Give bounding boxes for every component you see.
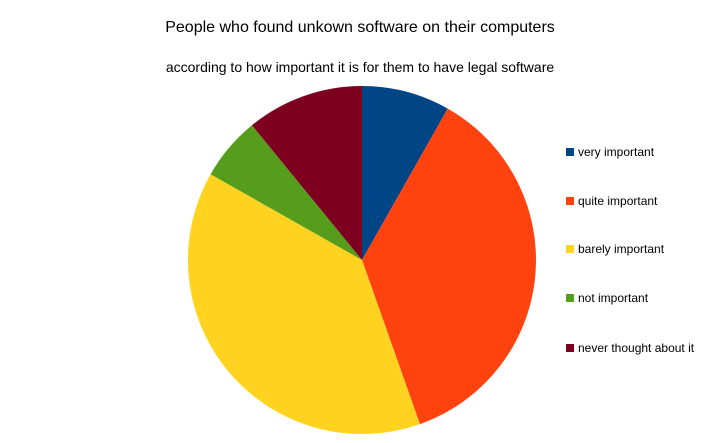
legend-label: not important [578, 291, 649, 305]
legend-label: quite important [578, 194, 658, 208]
legend-swatch [566, 344, 574, 352]
legend-item-quite-important: quite important [566, 192, 657, 210]
legend-label: very important [578, 145, 655, 159]
chart-title: People who found unkown software on thei… [165, 19, 555, 36]
legend-item-not-important: not important [566, 289, 648, 307]
legend-item-very-important: very important [566, 143, 654, 161]
legend-swatch [566, 197, 574, 205]
chart-subtitle: according to how important it is for the… [165, 59, 555, 75]
legend-swatch [566, 148, 574, 156]
pie-slice-quite-important [362, 108, 536, 425]
pie-slice-very-important [362, 86, 448, 260]
pie-slice-barely-important [188, 174, 420, 434]
legend-label: never thought about it [578, 341, 695, 355]
pie-slice-never-thought-about-it [251, 86, 362, 260]
pie-slice-not-important [210, 125, 362, 261]
legend-label: barely important [578, 242, 665, 256]
legend-swatch [566, 245, 574, 253]
legend-item-barely-important: barely important [566, 240, 664, 258]
legend-swatch [566, 294, 574, 302]
legend-item-never-thought-about-it: never thought about it [566, 339, 694, 357]
